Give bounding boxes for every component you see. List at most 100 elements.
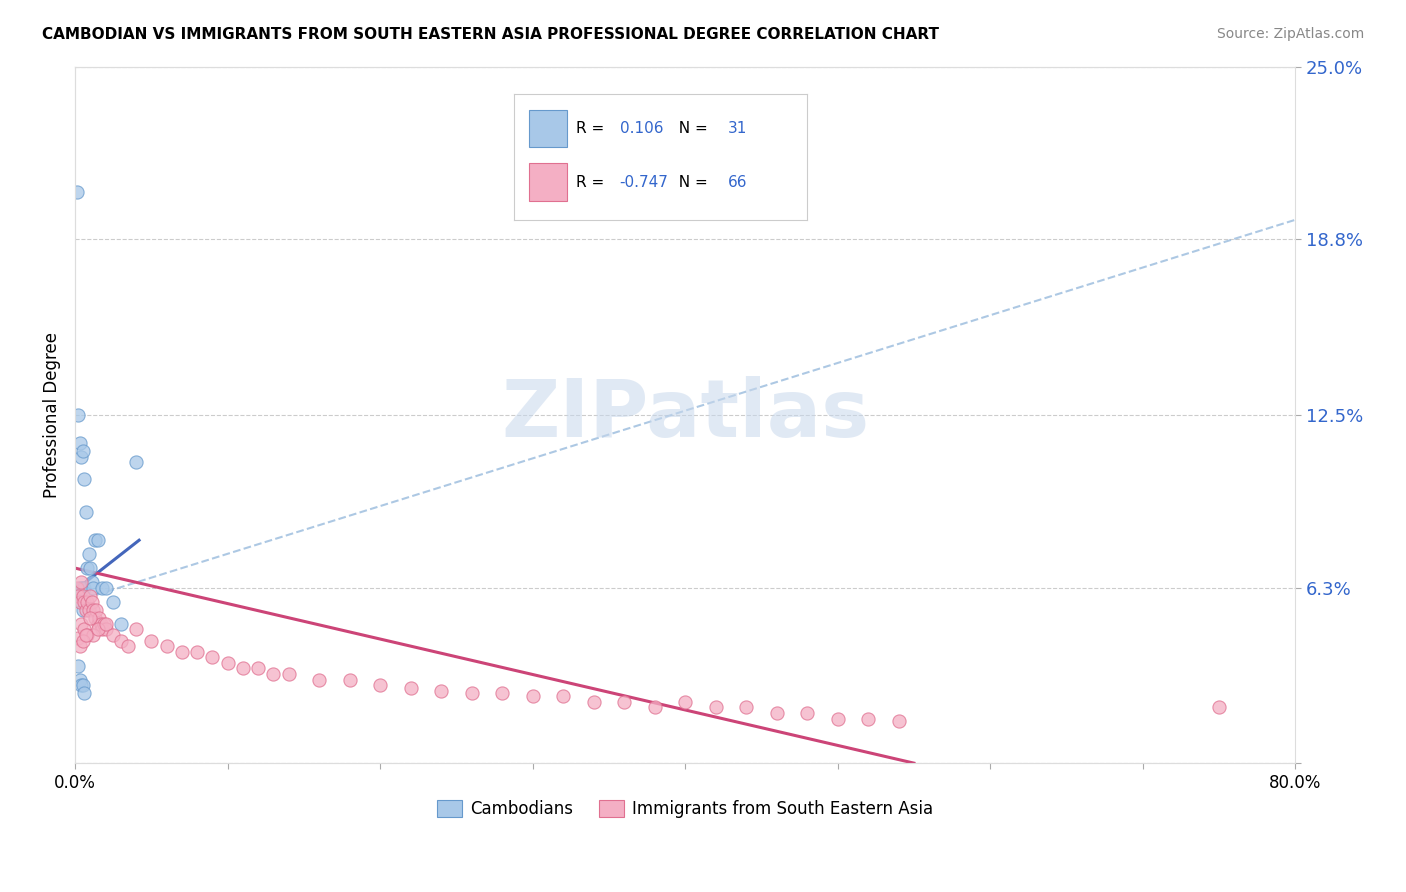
Point	[73, 581, 96, 595]
Point	[79, 611, 101, 625]
Text: Source: ZipAtlas.com: Source: ZipAtlas.com	[1216, 27, 1364, 41]
Point	[69, 435, 91, 450]
Point	[70, 678, 93, 692]
Point	[887, 714, 910, 729]
Point	[72, 603, 94, 617]
Point	[70, 575, 93, 590]
Point	[73, 686, 96, 700]
Point	[89, 611, 111, 625]
Point	[65, 581, 87, 595]
Point	[170, 645, 193, 659]
Point	[72, 678, 94, 692]
Point	[70, 594, 93, 608]
Point	[101, 594, 124, 608]
Legend: Cambodians, Immigrants from South Eastern Asia: Cambodians, Immigrants from South Easter…	[430, 793, 939, 824]
Point	[76, 561, 98, 575]
Point	[186, 645, 208, 659]
Point	[73, 623, 96, 637]
Point	[1208, 700, 1230, 714]
Point	[70, 581, 93, 595]
Point	[217, 656, 239, 670]
Point	[644, 700, 666, 714]
Point	[110, 616, 132, 631]
Point	[765, 706, 787, 720]
Point	[70, 450, 93, 464]
Point	[430, 683, 453, 698]
Point	[460, 686, 482, 700]
Point	[75, 505, 97, 519]
Point	[73, 472, 96, 486]
Point	[72, 444, 94, 458]
Point	[247, 661, 270, 675]
Point	[82, 581, 104, 595]
Point	[856, 712, 879, 726]
Point	[69, 581, 91, 595]
Point	[80, 575, 103, 590]
Point	[76, 594, 98, 608]
Point	[613, 695, 636, 709]
Point	[308, 673, 330, 687]
Point	[77, 603, 100, 617]
Point	[125, 455, 148, 469]
Point	[86, 603, 108, 617]
Point	[117, 639, 139, 653]
Point	[76, 628, 98, 642]
Point	[82, 603, 104, 617]
Point	[87, 623, 110, 637]
Point	[83, 611, 105, 625]
Point	[69, 673, 91, 687]
Text: ZIPatlas: ZIPatlas	[501, 376, 869, 454]
Point	[67, 589, 90, 603]
Point	[339, 673, 361, 687]
Point	[277, 667, 299, 681]
Point	[110, 633, 132, 648]
Point	[80, 594, 103, 608]
Point	[522, 690, 544, 704]
Point	[101, 628, 124, 642]
Point	[155, 639, 177, 653]
Point	[582, 695, 605, 709]
Point	[72, 589, 94, 603]
Point	[72, 581, 94, 595]
Text: CAMBODIAN VS IMMIGRANTS FROM SOUTH EASTERN ASIA PROFESSIONAL DEGREE CORRELATION : CAMBODIAN VS IMMIGRANTS FROM SOUTH EASTE…	[42, 27, 939, 42]
Point	[141, 633, 163, 648]
Point	[69, 594, 91, 608]
Point	[91, 581, 114, 595]
Point	[262, 667, 284, 681]
Point	[491, 686, 513, 700]
Point	[69, 589, 91, 603]
Point	[79, 561, 101, 575]
Point	[75, 603, 97, 617]
Point	[67, 631, 90, 645]
Point	[73, 594, 96, 608]
Point	[91, 623, 114, 637]
Point	[796, 706, 818, 720]
Point	[83, 533, 105, 548]
Point	[67, 658, 90, 673]
Y-axis label: Professional Degree: Professional Degree	[44, 332, 60, 498]
Point	[75, 628, 97, 642]
Point	[77, 547, 100, 561]
Point	[94, 616, 117, 631]
Point	[704, 700, 727, 714]
Point	[673, 695, 696, 709]
Point	[65, 185, 87, 199]
Point	[827, 712, 849, 726]
Point	[87, 533, 110, 548]
Point	[67, 408, 90, 422]
Point	[93, 616, 115, 631]
Point	[72, 633, 94, 648]
Point	[79, 589, 101, 603]
Point	[94, 581, 117, 595]
Point	[69, 639, 91, 653]
Point	[735, 700, 758, 714]
Point	[368, 678, 391, 692]
Point	[87, 616, 110, 631]
Point	[125, 623, 148, 637]
Point	[551, 690, 574, 704]
Point	[232, 661, 254, 675]
Point	[201, 650, 224, 665]
Point	[90, 616, 112, 631]
Point	[70, 616, 93, 631]
Point	[94, 623, 117, 637]
